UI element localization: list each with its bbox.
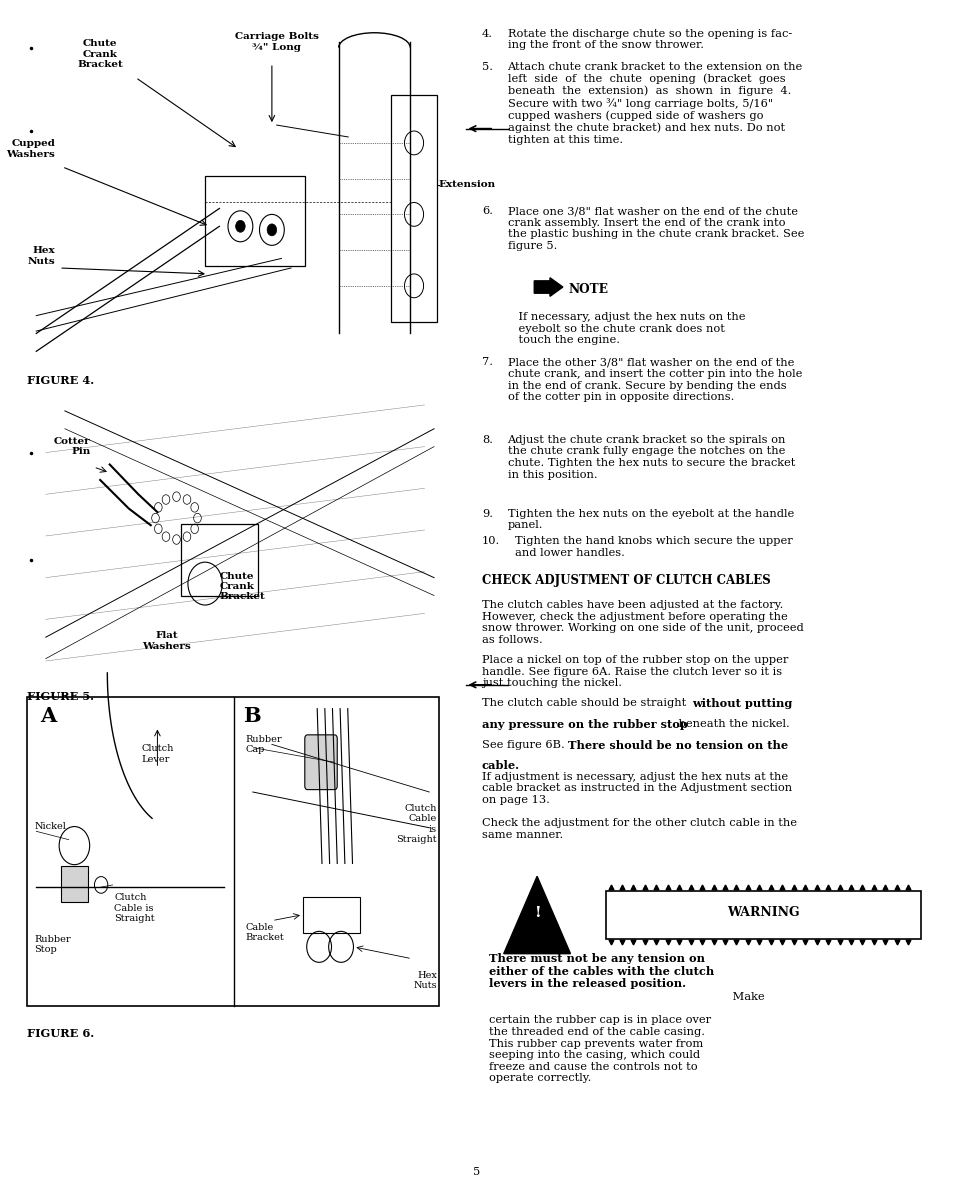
Text: There should be no tension on the: There should be no tension on the [567, 740, 787, 750]
Text: Adjust the chute crank bracket so the spirals on
the chute crank fully engage th: Adjust the chute crank bracket so the sp… [507, 435, 794, 480]
Text: Place a nickel on top of the rubber stop on the upper
handle. See figure 6A. Rai: Place a nickel on top of the rubber stop… [481, 655, 787, 688]
Text: Place one 3/8" flat washer on the end of the chute
crank assembly. Insert the en: Place one 3/8" flat washer on the end of… [507, 206, 803, 251]
Circle shape [193, 513, 201, 523]
Text: FIGURE 4.: FIGURE 4. [27, 375, 93, 386]
Circle shape [172, 492, 180, 501]
Text: See figure 6B.: See figure 6B. [481, 740, 568, 749]
Text: 7.: 7. [481, 357, 493, 367]
Text: FIGURE 5.: FIGURE 5. [27, 691, 93, 701]
Text: WARNING: WARNING [726, 906, 799, 918]
Text: 6.: 6. [481, 206, 493, 216]
Text: Clutch
Cable is
Straight: Clutch Cable is Straight [114, 893, 155, 923]
Text: 9.: 9. [481, 509, 493, 518]
Text: Rubber
Cap: Rubber Cap [245, 735, 281, 754]
Text: Nickel: Nickel [34, 822, 66, 831]
Text: any pressure on the rubber stop: any pressure on the rubber stop [481, 719, 687, 730]
Text: 10.: 10. [481, 536, 499, 545]
Circle shape [162, 494, 170, 504]
Text: cable.: cable. [481, 761, 519, 772]
Circle shape [154, 524, 162, 534]
Circle shape [162, 532, 170, 542]
Circle shape [259, 214, 284, 245]
Text: beneath the nickel.: beneath the nickel. [675, 719, 789, 729]
Text: Place the other 3/8" flat washer on the end of the
chute crank, and insert the c: Place the other 3/8" flat washer on the … [507, 357, 801, 403]
Bar [303, 897, 360, 933]
Circle shape [152, 513, 159, 523]
Circle shape [94, 877, 108, 893]
Text: Clutch
Lever: Clutch Lever [141, 744, 173, 763]
Text: CHECK ADJUSTMENT OF CLUTCH CABLES: CHECK ADJUSTMENT OF CLUTCH CABLES [481, 574, 770, 587]
Text: Hex
Nuts: Hex Nuts [28, 247, 55, 266]
Text: Cupped
Washers: Cupped Washers [7, 139, 55, 158]
Text: Clutch
Cable
is
Straight: Clutch Cable is Straight [395, 804, 436, 844]
Text: 5: 5 [473, 1167, 480, 1177]
Text: If adjustment is necessary, adjust the hex nuts at the
cable bracket as instruct: If adjustment is necessary, adjust the h… [481, 772, 791, 805]
Text: There must not be any tension on
either of the cables with the clutch
levers in : There must not be any tension on either … [489, 953, 714, 990]
Text: Tighten the hex nuts on the eyebolt at the handle
panel.: Tighten the hex nuts on the eyebolt at t… [507, 509, 793, 530]
FancyBboxPatch shape [305, 735, 337, 790]
Text: 8.: 8. [481, 435, 493, 444]
Circle shape [191, 524, 198, 534]
Text: Cable
Bracket: Cable Bracket [245, 923, 284, 942]
Circle shape [191, 503, 198, 512]
Text: A: A [40, 706, 56, 727]
Text: Tighten the hand knobs which secure the upper
and lower handles.: Tighten the hand knobs which secure the … [515, 536, 792, 557]
Text: Chute
Crank
Bracket: Chute Crank Bracket [219, 572, 265, 601]
Text: Check the adjustment for the other clutch cable in the
same manner.: Check the adjustment for the other clutc… [481, 818, 796, 840]
Circle shape [154, 503, 162, 512]
Text: Rubber
Stop: Rubber Stop [34, 935, 71, 954]
Circle shape [172, 535, 180, 544]
Text: 5.: 5. [481, 62, 493, 71]
Text: The clutch cable should be straight: The clutch cable should be straight [481, 698, 689, 707]
Text: 4.: 4. [481, 29, 493, 38]
Bar [61, 866, 88, 902]
Circle shape [235, 220, 245, 232]
Text: The clutch cables have been adjusted at the factory.
However, check the adjustme: The clutch cables have been adjusted at … [481, 600, 802, 646]
Bar [27, 697, 438, 1006]
Text: NOTE: NOTE [568, 283, 608, 297]
Circle shape [59, 827, 90, 865]
Circle shape [267, 224, 276, 236]
Polygon shape [534, 278, 562, 297]
Text: B: B [243, 706, 260, 727]
Text: Attach chute crank bracket to the extension on the
left  side  of  the  chute  o: Attach chute crank bracket to the extens… [507, 62, 801, 145]
Circle shape [183, 494, 191, 504]
Text: Extension: Extension [438, 180, 496, 189]
Text: Cotter
Pin: Cotter Pin [54, 437, 91, 456]
Text: Make: Make [728, 992, 763, 1002]
Text: If necessary, adjust the hex nuts on the
    eyebolt so the chute crank does not: If necessary, adjust the hex nuts on the… [503, 312, 744, 345]
Text: certain the rubber cap is in place over
the threaded end of the cable casing.
Th: certain the rubber cap is in place over … [489, 1015, 711, 1084]
Bar [391, 95, 436, 322]
Circle shape [228, 211, 253, 242]
Text: Flat
Washers: Flat Washers [142, 631, 192, 650]
Text: Carriage Bolts
¾" Long: Carriage Bolts ¾" Long [234, 32, 318, 51]
Text: without putting: without putting [691, 698, 791, 709]
Bar [205, 176, 305, 266]
Text: Hex
Nuts: Hex Nuts [413, 971, 436, 990]
Text: FIGURE 6.: FIGURE 6. [27, 1028, 93, 1039]
Bar [181, 524, 257, 596]
Text: !: ! [534, 906, 539, 921]
Text: Chute
Crank
Bracket: Chute Crank Bracket [77, 39, 123, 69]
Bar [605, 891, 920, 939]
Circle shape [183, 532, 191, 542]
Text: Rotate the discharge chute so the opening is fac-
ing the front of the snow thro: Rotate the discharge chute so the openin… [507, 29, 791, 50]
Polygon shape [503, 877, 570, 954]
